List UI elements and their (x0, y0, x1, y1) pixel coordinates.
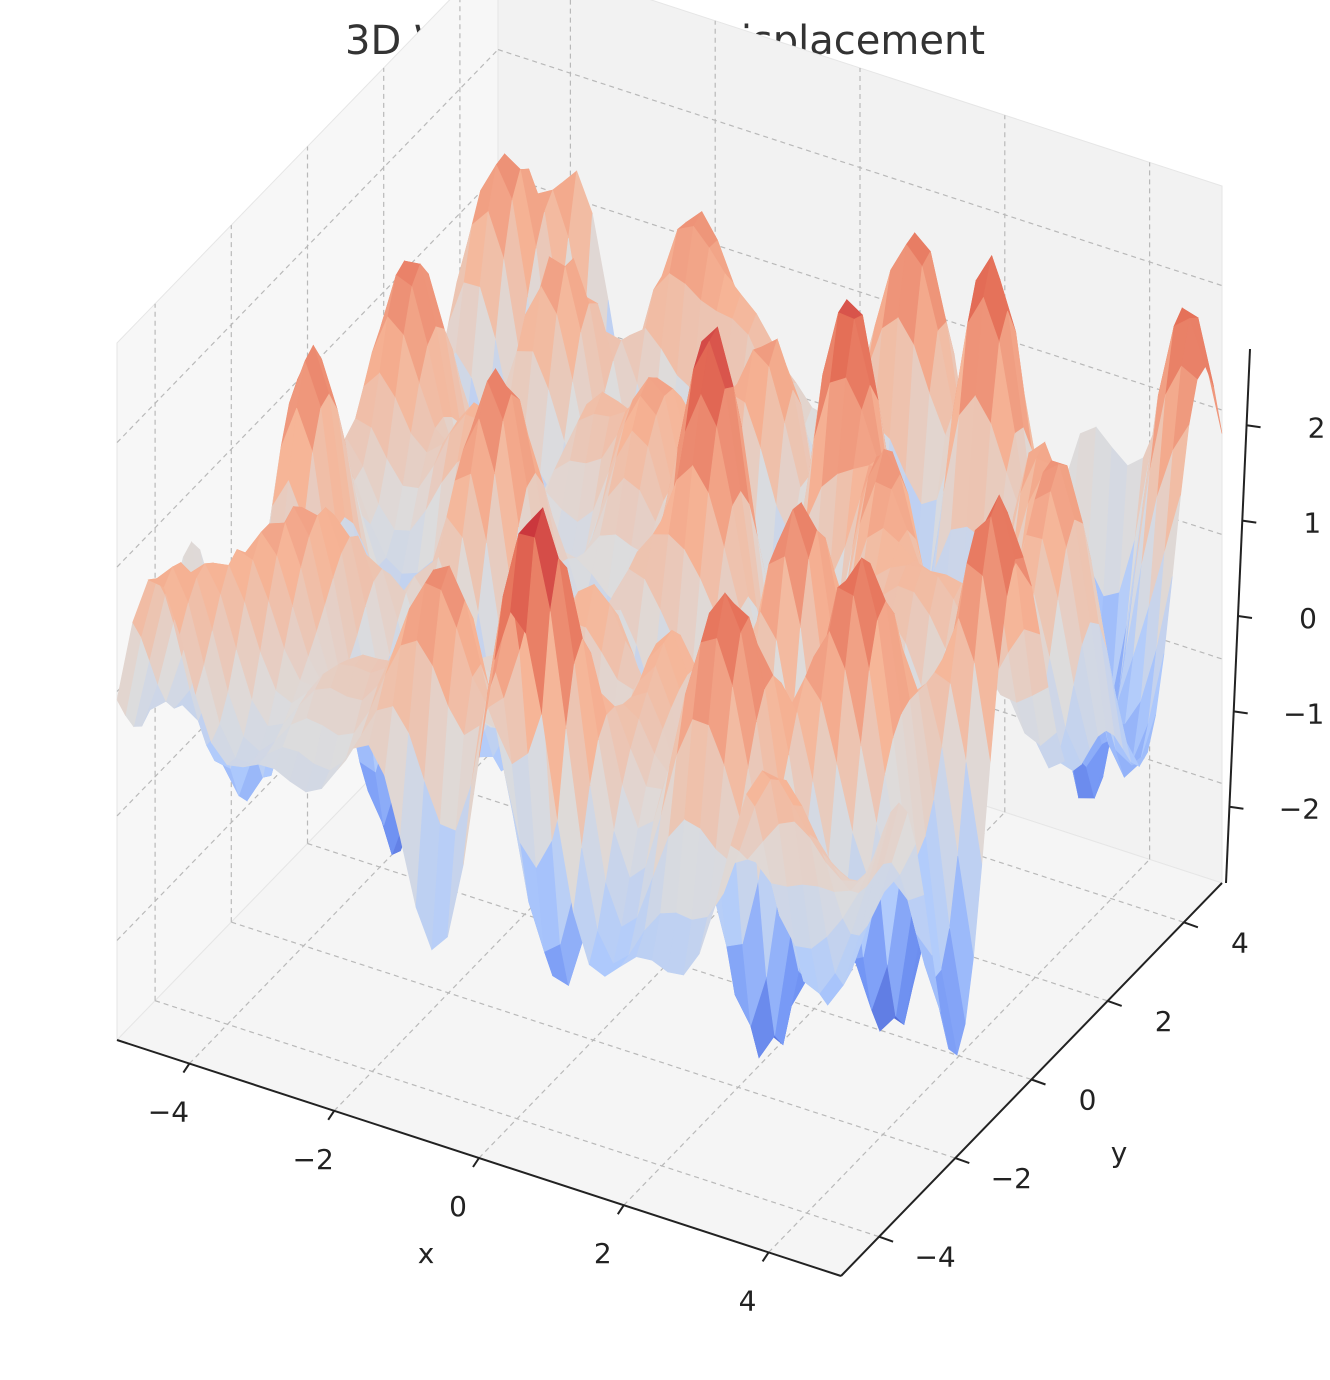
z-tick-mark (1242, 519, 1257, 524)
back-grid-z (497, 173, 1223, 411)
z-tick-label: 2 (1308, 411, 1326, 444)
z-tick-mark (1233, 710, 1248, 715)
y-tick-mark (954, 1157, 970, 1165)
z-tick-label: −1 (1283, 697, 1324, 730)
y-axis-label: y (1111, 1136, 1128, 1169)
z-tick-label: −2 (1279, 793, 1320, 826)
z-tick-mark (1237, 615, 1253, 619)
x-tick-label: −2 (293, 1143, 334, 1176)
surface-patch (825, 855, 850, 880)
x-tick-mark (761, 1251, 770, 1262)
back-grid-z (497, 49, 1223, 287)
left-grid-z (116, 49, 499, 443)
y-tick-mark (1183, 921, 1199, 929)
floor-grid-y (154, 1000, 880, 1238)
x-tick-mark (472, 1157, 480, 1168)
x-tick-mark (616, 1204, 625, 1215)
z-tick-mark (1246, 424, 1261, 429)
x-tick-label: 2 (594, 1237, 612, 1270)
y-axis-ticks: −4 −2 0 2 4 (878, 921, 1249, 1274)
y-tick-mark (1031, 1078, 1046, 1086)
z-axis-ticks: −2 −1 0 1 2 (1229, 411, 1326, 826)
x-tick-label: 0 (449, 1190, 467, 1223)
x-tick-label: 4 (739, 1284, 757, 1317)
x-axis-ticks: −4 −2 0 2 4 (148, 1063, 770, 1317)
x-axis-label: x (418, 1237, 435, 1270)
y-tick-mark (878, 1235, 894, 1243)
z-tick-label: 1 (1303, 507, 1321, 540)
y-tick-label: 0 (1079, 1084, 1097, 1117)
y-tick-label: 4 (1231, 926, 1249, 959)
y-tick-label: −2 (991, 1162, 1032, 1195)
y-tick-label: −4 (914, 1241, 955, 1274)
y-tick-label: 2 (1155, 1005, 1173, 1038)
floor-grid-y (231, 921, 956, 1159)
x-tick-mark (327, 1110, 336, 1121)
x-tick-mark (182, 1063, 191, 1074)
z-tick-label: 0 (1299, 602, 1317, 635)
x-tick-label: −4 (148, 1096, 189, 1129)
z-tick-mark (1229, 805, 1244, 810)
y-tick-mark (1107, 999, 1123, 1007)
surface-mesh (116, 153, 1223, 1059)
